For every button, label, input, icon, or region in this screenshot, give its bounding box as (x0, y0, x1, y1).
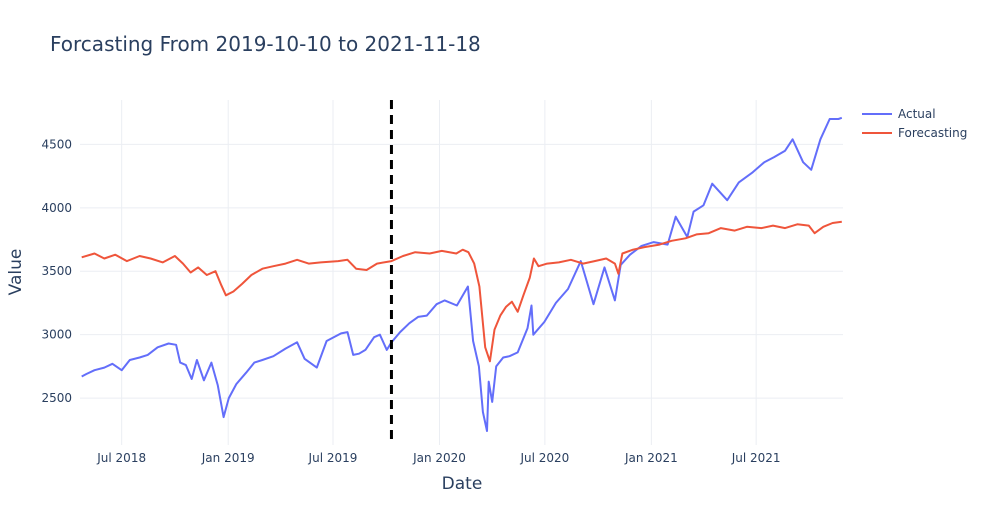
y-tick-label: 3000 (41, 328, 72, 342)
x-tick-label: Jul 2019 (308, 451, 358, 465)
x-axis-title: Date (442, 474, 483, 494)
y-tick-label: 3500 (41, 264, 72, 278)
x-tick-label: Jul 2020 (519, 451, 569, 465)
legend-label: Forecasting (898, 126, 967, 140)
y-axis-ticks: 2500 3000 3500 4000 4500 (41, 137, 72, 405)
y-tick-label: 4500 (41, 137, 72, 151)
x-tick-label: Jan 2020 (412, 451, 466, 465)
legend-label: Actual (898, 107, 936, 121)
series-lines (81, 116, 843, 432)
series-line-actual (81, 116, 843, 432)
grid (80, 100, 843, 445)
y-tick-label: 4000 (41, 201, 72, 215)
x-tick-label: Jul 2018 (96, 451, 146, 465)
y-tick-label: 2500 (41, 391, 72, 405)
legend: Actual Forecasting (862, 107, 967, 140)
chart-title: Forcasting From 2019-10-10 to 2021-11-18 (50, 32, 481, 56)
y-axis-title: Value (6, 249, 26, 296)
x-tick-label: Jan 2019 (201, 451, 255, 465)
x-axis-ticks: Jul 2018 Jan 2019 Jul 2019 Jan 2020 Jul 2020… (96, 451, 780, 465)
x-tick-label: Jul 2021 (731, 451, 781, 465)
x-tick-label: Jan 2021 (624, 451, 678, 465)
series-line-forecasting (81, 220, 842, 363)
